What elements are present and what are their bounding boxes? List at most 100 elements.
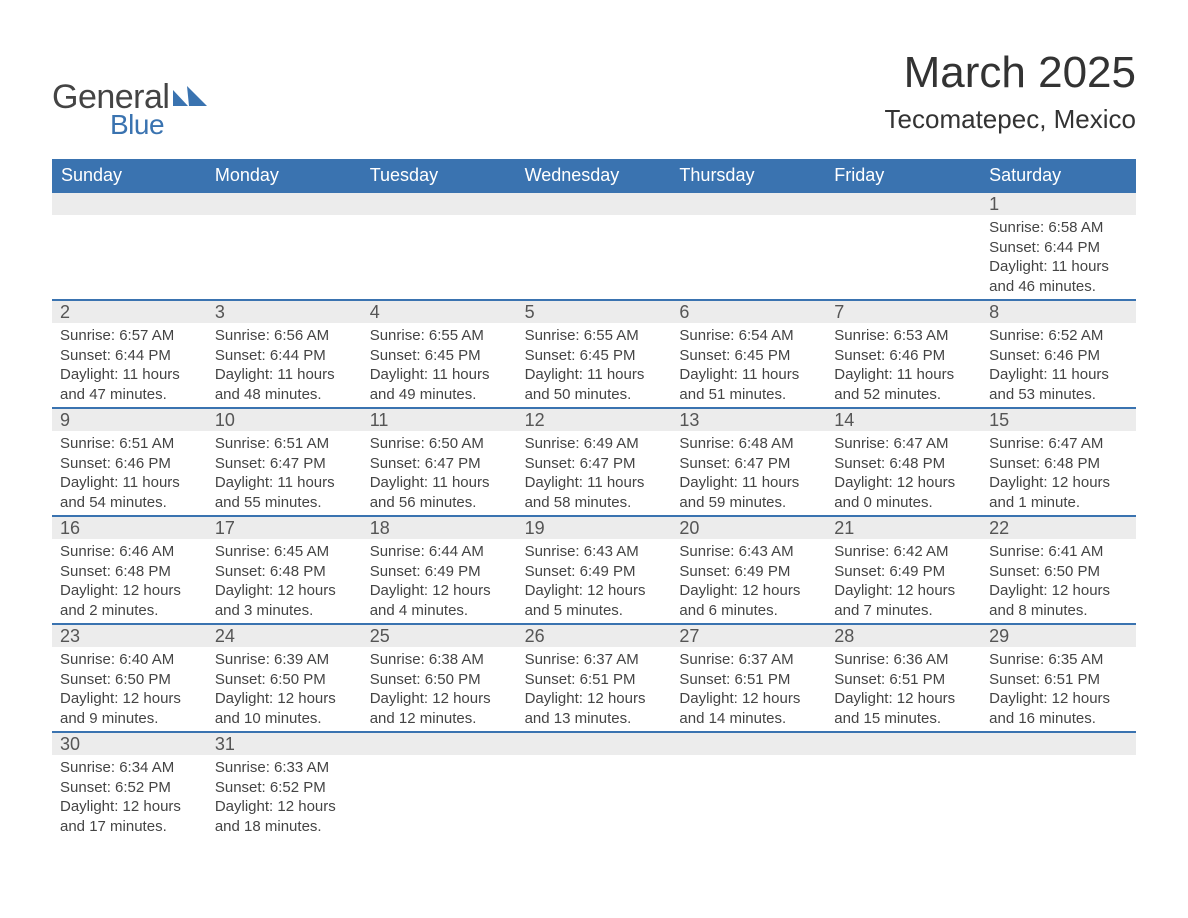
sunset-line: Sunset: 6:48 PM <box>215 562 354 582</box>
sunrise-line: Sunrise: 6:40 AM <box>60 650 199 670</box>
sunrise-line: Sunrise: 6:37 AM <box>525 650 664 670</box>
daylight-line: Daylight: 11 hours and 53 minutes. <box>989 365 1128 404</box>
daylight-line: Daylight: 11 hours and 46 minutes. <box>989 257 1128 296</box>
sunset-line: Sunset: 6:51 PM <box>525 670 664 690</box>
day-cell: Sunrise: 6:52 AMSunset: 6:46 PMDaylight:… <box>981 323 1136 407</box>
day-number-empty <box>826 193 981 215</box>
day-cell: Sunrise: 6:34 AMSunset: 6:52 PMDaylight:… <box>52 755 207 839</box>
sunset-line: Sunset: 6:49 PM <box>370 562 509 582</box>
daylight-line: Daylight: 11 hours and 56 minutes. <box>370 473 509 512</box>
weekday-header: Friday <box>826 159 981 191</box>
day-number: 16 <box>52 517 207 539</box>
logo-flag-icon <box>173 84 207 111</box>
day-number: 17 <box>207 517 362 539</box>
weekday-header: Tuesday <box>362 159 517 191</box>
sunset-line: Sunset: 6:48 PM <box>60 562 199 582</box>
sunset-line: Sunset: 6:44 PM <box>989 238 1128 258</box>
day-cell: Sunrise: 6:51 AMSunset: 6:47 PMDaylight:… <box>207 431 362 515</box>
sunset-line: Sunset: 6:44 PM <box>60 346 199 366</box>
daylight-line: Daylight: 12 hours and 1 minute. <box>989 473 1128 512</box>
sunset-line: Sunset: 6:50 PM <box>989 562 1128 582</box>
day-cell: Sunrise: 6:55 AMSunset: 6:45 PMDaylight:… <box>362 323 517 407</box>
daylight-line: Daylight: 11 hours and 55 minutes. <box>215 473 354 512</box>
day-number: 15 <box>981 409 1136 431</box>
sunrise-line: Sunrise: 6:48 AM <box>679 434 818 454</box>
day-cell: Sunrise: 6:48 AMSunset: 6:47 PMDaylight:… <box>671 431 826 515</box>
day-number: 31 <box>207 733 362 755</box>
day-number-empty <box>517 733 672 755</box>
day-number: 3 <box>207 301 362 323</box>
calendar-page: General Blue March 2025 Tecomatepec, Mex… <box>0 0 1188 879</box>
day-number: 29 <box>981 625 1136 647</box>
day-cell: Sunrise: 6:47 AMSunset: 6:48 PMDaylight:… <box>981 431 1136 515</box>
sunrise-line: Sunrise: 6:50 AM <box>370 434 509 454</box>
sunset-line: Sunset: 6:49 PM <box>834 562 973 582</box>
sunset-line: Sunset: 6:45 PM <box>525 346 664 366</box>
sunset-line: Sunset: 6:45 PM <box>679 346 818 366</box>
day-cell: Sunrise: 6:33 AMSunset: 6:52 PMDaylight:… <box>207 755 362 839</box>
sunrise-line: Sunrise: 6:37 AM <box>679 650 818 670</box>
sunset-line: Sunset: 6:47 PM <box>679 454 818 474</box>
day-number: 13 <box>671 409 826 431</box>
day-cell: Sunrise: 6:53 AMSunset: 6:46 PMDaylight:… <box>826 323 981 407</box>
sunset-line: Sunset: 6:46 PM <box>989 346 1128 366</box>
sunset-line: Sunset: 6:51 PM <box>834 670 973 690</box>
day-cell: Sunrise: 6:50 AMSunset: 6:47 PMDaylight:… <box>362 431 517 515</box>
day-number: 18 <box>362 517 517 539</box>
sunrise-line: Sunrise: 6:58 AM <box>989 218 1128 238</box>
day-cell: Sunrise: 6:49 AMSunset: 6:47 PMDaylight:… <box>517 431 672 515</box>
day-cell: Sunrise: 6:42 AMSunset: 6:49 PMDaylight:… <box>826 539 981 623</box>
weekday-header: Saturday <box>981 159 1136 191</box>
sunset-line: Sunset: 6:46 PM <box>60 454 199 474</box>
day-number: 20 <box>671 517 826 539</box>
day-cell: Sunrise: 6:46 AMSunset: 6:48 PMDaylight:… <box>52 539 207 623</box>
sunrise-line: Sunrise: 6:44 AM <box>370 542 509 562</box>
day-number: 19 <box>517 517 672 539</box>
sunset-line: Sunset: 6:49 PM <box>679 562 818 582</box>
daylight-line: Daylight: 12 hours and 7 minutes. <box>834 581 973 620</box>
day-cell: Sunrise: 6:55 AMSunset: 6:45 PMDaylight:… <box>517 323 672 407</box>
day-cell: Sunrise: 6:43 AMSunset: 6:49 PMDaylight:… <box>517 539 672 623</box>
day-cell-empty <box>981 755 1136 839</box>
sunset-line: Sunset: 6:49 PM <box>525 562 664 582</box>
day-number: 10 <box>207 409 362 431</box>
sunrise-line: Sunrise: 6:49 AM <box>525 434 664 454</box>
day-cell: Sunrise: 6:45 AMSunset: 6:48 PMDaylight:… <box>207 539 362 623</box>
sunrise-line: Sunrise: 6:53 AM <box>834 326 973 346</box>
daylight-line: Daylight: 12 hours and 12 minutes. <box>370 689 509 728</box>
day-number: 5 <box>517 301 672 323</box>
day-cell-empty <box>362 215 517 299</box>
sunrise-line: Sunrise: 6:47 AM <box>989 434 1128 454</box>
sunrise-line: Sunrise: 6:41 AM <box>989 542 1128 562</box>
day-cell: Sunrise: 6:41 AMSunset: 6:50 PMDaylight:… <box>981 539 1136 623</box>
day-cell: Sunrise: 6:38 AMSunset: 6:50 PMDaylight:… <box>362 647 517 731</box>
daylight-line: Daylight: 11 hours and 58 minutes. <box>525 473 664 512</box>
day-number: 11 <box>362 409 517 431</box>
day-number: 2 <box>52 301 207 323</box>
day-cell-empty <box>671 755 826 839</box>
sunrise-line: Sunrise: 6:43 AM <box>679 542 818 562</box>
day-cell: Sunrise: 6:56 AMSunset: 6:44 PMDaylight:… <box>207 323 362 407</box>
day-number: 24 <box>207 625 362 647</box>
day-cell-empty <box>517 215 672 299</box>
daylight-line: Daylight: 11 hours and 49 minutes. <box>370 365 509 404</box>
day-cell: Sunrise: 6:43 AMSunset: 6:49 PMDaylight:… <box>671 539 826 623</box>
day-number: 30 <box>52 733 207 755</box>
daylight-line: Daylight: 12 hours and 8 minutes. <box>989 581 1128 620</box>
day-number-empty <box>207 193 362 215</box>
page-subtitle: Tecomatepec, Mexico <box>885 104 1136 135</box>
day-cell: Sunrise: 6:54 AMSunset: 6:45 PMDaylight:… <box>671 323 826 407</box>
daylight-line: Daylight: 11 hours and 51 minutes. <box>679 365 818 404</box>
daylight-line: Daylight: 12 hours and 0 minutes. <box>834 473 973 512</box>
day-cell-empty <box>826 215 981 299</box>
day-cell-empty <box>52 215 207 299</box>
sunset-line: Sunset: 6:50 PM <box>370 670 509 690</box>
sunrise-line: Sunrise: 6:42 AM <box>834 542 973 562</box>
sunset-line: Sunset: 6:48 PM <box>834 454 973 474</box>
sunset-line: Sunset: 6:50 PM <box>215 670 354 690</box>
sunrise-line: Sunrise: 6:56 AM <box>215 326 354 346</box>
daylight-line: Daylight: 12 hours and 13 minutes. <box>525 689 664 728</box>
daylight-line: Daylight: 12 hours and 4 minutes. <box>370 581 509 620</box>
sunset-line: Sunset: 6:45 PM <box>370 346 509 366</box>
weekday-header: Monday <box>207 159 362 191</box>
